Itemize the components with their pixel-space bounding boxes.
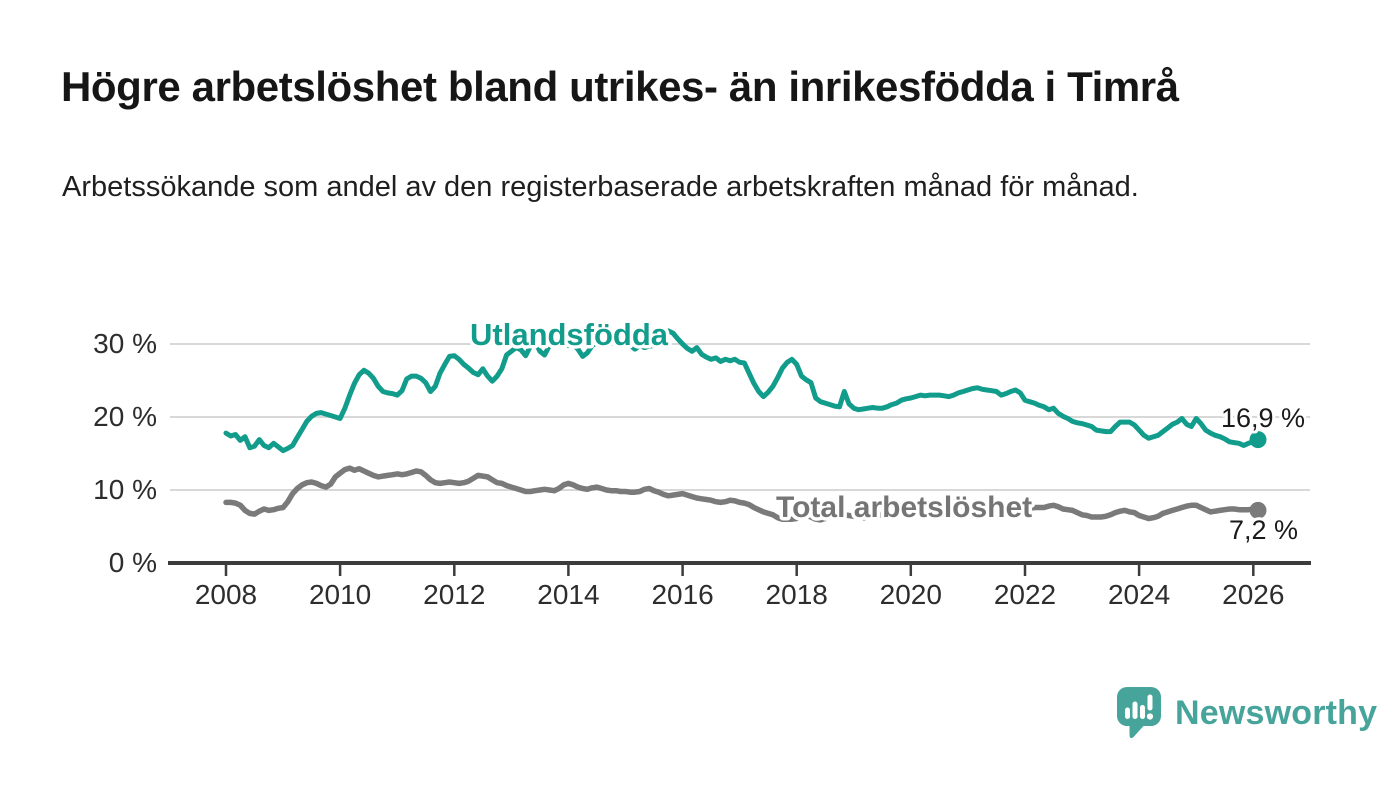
foreign-born-end-dot	[1249, 431, 1267, 449]
y-tick-label: 0 %	[109, 547, 157, 578]
y-tick-label: 10 %	[93, 474, 157, 505]
x-tick-label: 2024	[1108, 579, 1170, 610]
x-tick-label: 2022	[994, 579, 1056, 610]
x-tick-label: 2016	[651, 579, 713, 610]
total-unemployment-line	[223, 465, 1261, 523]
foreign-born-series-label: Utlandsfödda	[470, 317, 669, 352]
x-tick-label: 2026	[1222, 579, 1284, 610]
x-tick-label: 2014	[537, 579, 599, 610]
newsworthy-logo: Newsworthy	[1116, 686, 1377, 740]
y-tick-label: 20 %	[93, 401, 157, 432]
page-title: Högre arbetslöshet bland utrikes- än inr…	[61, 63, 1179, 110]
page-subtitle: Arbetssökande som andel av den registerb…	[62, 171, 1139, 203]
total-end-dot	[1249, 501, 1267, 519]
x-tick-label: 2020	[880, 579, 942, 610]
total-end-value: 7,2 %	[1229, 515, 1298, 545]
x-tick-label: 2012	[423, 579, 485, 610]
x-tick-label: 2010	[309, 579, 371, 610]
newsworthy-wordmark: Newsworthy	[1175, 693, 1378, 732]
total-series-label: Total arbetslöshet	[776, 491, 1032, 524]
y-tick-label: 30 %	[93, 328, 157, 359]
foreign-born-line	[223, 328, 1261, 454]
foreign-born-end-value: 16,9 %	[1221, 403, 1305, 433]
newsworthy-logo-icon	[1117, 687, 1161, 739]
x-tick-label: 2018	[766, 579, 828, 610]
x-tick-label: 2008	[195, 579, 257, 610]
